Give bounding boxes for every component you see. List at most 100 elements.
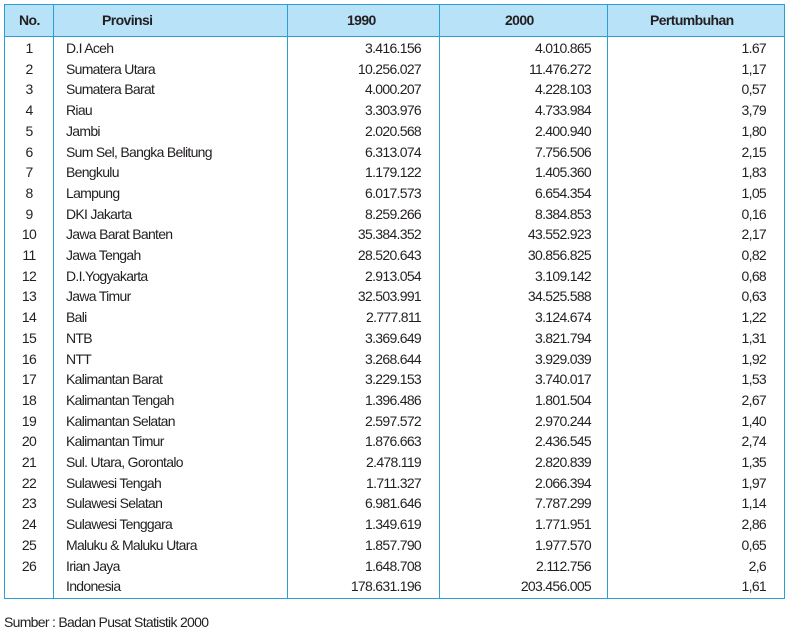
row-number: 19	[21, 412, 37, 429]
row-number: 23	[21, 495, 37, 512]
population-1990: 3.229.153	[365, 371, 422, 388]
header-provinsi: Provinsi	[102, 12, 153, 28]
table-header: No. Provinsi 1990 2000 Pertumbuhan	[5, 5, 784, 37]
population-1990: 178.631.196	[350, 578, 422, 595]
growth-rate: 1,05	[741, 184, 767, 201]
table-row: 14 Bali 2.777.811 3.124.674 1,22	[5, 307, 784, 328]
population-2000: 2.112.756	[536, 557, 592, 574]
growth-rate: 1,22	[741, 309, 767, 326]
table-row: 13 Jawa Timur 32.503.991 34.525.588 0,63	[5, 286, 784, 307]
growth-rate: 3,79	[741, 102, 767, 119]
row-number: 26	[21, 557, 37, 574]
growth-rate: 1,31	[741, 329, 767, 346]
population-2000: 7.787.299	[535, 495, 592, 512]
column-divider	[439, 5, 440, 598]
growth-rate: 1,14	[741, 495, 767, 512]
row-number: 21	[21, 454, 37, 470]
population-1990: 3.303.976	[365, 102, 422, 119]
province-name: Jambi	[66, 122, 101, 139]
growth-rate: 0,16	[741, 205, 767, 222]
growth-rate: 1,61	[741, 578, 767, 595]
population-1990: 2.478.119	[366, 454, 422, 470]
population-1990: 10.256.027	[357, 60, 422, 77]
growth-rate: 1.67	[741, 40, 767, 56]
growth-rate: 0,68	[741, 267, 767, 284]
population-2000: 2.436.545	[535, 433, 592, 450]
row-number: 17	[21, 371, 37, 388]
row-number: 9	[25, 205, 33, 222]
row-number: 18	[21, 391, 37, 408]
growth-rate: 1,97	[741, 474, 767, 491]
population-2000: 3.929.039	[535, 350, 592, 367]
growth-rate: 0,57	[741, 81, 767, 98]
population-1990: 1.349.619	[365, 516, 422, 533]
row-number: 6	[25, 143, 33, 160]
population-2000: 6.654.354	[535, 184, 592, 201]
growth-rate: 2,86	[741, 516, 767, 533]
province-name: Bali	[66, 309, 87, 326]
province-name: Sulawesi Tengah	[66, 474, 162, 491]
population-2000: 11.476.272	[528, 60, 592, 77]
row-number: 2	[25, 60, 33, 77]
growth-rate: 0,63	[741, 288, 767, 305]
table-row: 10 Jawa Barat Banten 35.384.352 43.552.923 2…	[5, 224, 784, 245]
population-2000: 3.740.017	[535, 371, 592, 388]
population-2000: 2.970.244	[535, 412, 592, 429]
province-name: NTB	[66, 329, 93, 346]
row-number: 20	[21, 433, 37, 450]
growth-rate: 1,92	[741, 350, 767, 367]
population-2000: 34.525.588	[527, 288, 592, 305]
province-name: Jawa Barat Banten	[66, 226, 173, 243]
province-name: Sumatera Utara	[66, 60, 156, 77]
table-row: 15 NTB 3.369.649 3.821.794 1,31	[5, 328, 784, 349]
header-1990: 1990	[347, 12, 376, 28]
row-number: 4	[25, 102, 33, 119]
population-1990: 3.416.156	[365, 40, 422, 56]
table-row: 4 Riau 3.303.976 4.733.984 3,79	[5, 100, 784, 121]
table-row: 22 Sulawesi Tengah 1.711.327 2.066.394 1,97	[5, 473, 784, 494]
population-2000: 4.228.103	[535, 81, 592, 98]
column-divider	[53, 5, 54, 598]
province-name: Kalimantan Tengah	[66, 391, 174, 408]
table-row: 23 Sulawesi Selatan 6.981.646 7.787.299 1,14	[5, 493, 784, 514]
growth-rate: 1,35	[741, 454, 767, 470]
table-row: 19 Kalimantan Selatan 2.597.572 2.970.244 1,…	[5, 411, 784, 432]
province-name: Indonesia	[66, 578, 121, 595]
population-2000: 4.010.865	[535, 40, 592, 56]
population-2000: 43.552.923	[527, 226, 592, 243]
population-2000: 3.821.794	[535, 329, 592, 346]
growth-rate: 2,67	[741, 391, 767, 408]
province-name: Sulawesi Tenggara	[66, 516, 173, 533]
province-name: Jawa Tengah	[66, 247, 141, 263]
province-name: Maluku & Maluku Utara	[66, 536, 198, 553]
row-number: 7	[25, 164, 33, 181]
growth-rate: 0,65	[741, 536, 767, 553]
population-2000: 203.456.005	[520, 578, 592, 595]
population-1990: 4.000.207	[365, 81, 422, 98]
population-1990: 2.913.054	[365, 267, 422, 284]
row-number: 12	[21, 267, 37, 284]
province-name: NTT	[66, 350, 92, 367]
row-number: 10	[21, 226, 37, 243]
population-2000: 2.066.394	[535, 474, 592, 491]
population-1990: 1.179.122	[365, 164, 422, 181]
population-1990: 1.876.663	[365, 433, 422, 450]
province-name: Riau	[66, 102, 93, 119]
province-name: Jawa Timur	[66, 288, 131, 305]
row-number: 22	[21, 474, 37, 491]
population-table: No. Provinsi 1990 2000 Pertumbuhan 1 D.I …	[4, 4, 785, 599]
population-1990: 6.981.646	[365, 495, 422, 512]
growth-rate: 2,17	[741, 226, 767, 243]
table-row: Indonesia 178.631.196 203.456.005 1,61	[5, 576, 784, 597]
province-name: D.I Aceh	[66, 40, 114, 56]
row-number: 16	[21, 350, 37, 367]
population-1990: 1.711.327	[366, 474, 422, 491]
row-number: 25	[21, 536, 37, 553]
population-2000: 1.771.951	[535, 516, 592, 533]
population-2000: 2.400.940	[535, 122, 592, 139]
table-row: 1 D.I Aceh 3.416.156 4.010.865 1.67	[5, 38, 784, 59]
header-pertumbuhan: Pertumbuhan	[650, 12, 734, 28]
row-number: 1	[25, 40, 33, 56]
population-2000: 1.405.360	[535, 164, 592, 181]
population-1990: 35.384.352	[357, 226, 422, 243]
